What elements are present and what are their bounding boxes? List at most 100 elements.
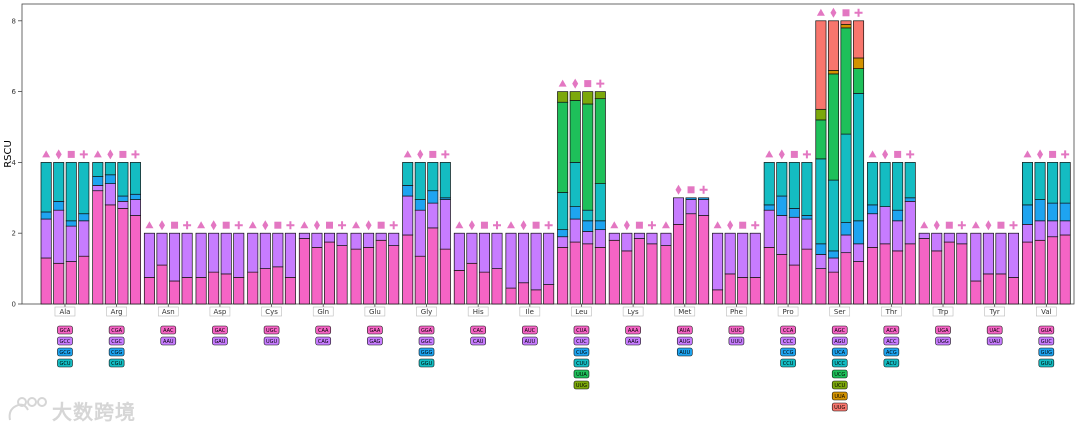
bar-segment-asn-aau xyxy=(143,232,155,278)
codon-label: UGC xyxy=(266,328,278,334)
bar-segment-leu-cua xyxy=(594,247,606,305)
codon-chip xyxy=(573,358,590,368)
bar-segment-glu-gag xyxy=(388,232,400,246)
bar-segment-phe-uuu xyxy=(737,232,749,278)
bar-segment-val-gua xyxy=(1047,236,1059,305)
bar-segment-ala-gcg xyxy=(78,213,90,222)
sample-marker-diamond xyxy=(778,149,785,160)
sample-marker-triangle xyxy=(42,150,51,158)
sample-marker-square xyxy=(894,150,902,158)
codon-label: GUU xyxy=(1041,361,1053,367)
x-category-box xyxy=(1036,306,1057,317)
bar-segment-asp-gau xyxy=(233,232,245,278)
bar-segment-pro-ccc xyxy=(788,216,800,266)
codon-chip xyxy=(883,336,900,346)
bar-segment-val-gug xyxy=(1021,204,1033,225)
bar-segment-cys-ugu xyxy=(272,232,284,268)
bar-segment-ala-gcc xyxy=(53,209,65,264)
bar-segment-trp-uga xyxy=(943,241,955,305)
codon-label: UUC xyxy=(731,328,742,334)
codon-chip xyxy=(883,347,900,357)
codon-label: AUG xyxy=(679,339,690,345)
bar-segment-trp-ugg xyxy=(956,232,968,245)
codon-chip xyxy=(780,336,796,346)
bar-segment-pro-ccu xyxy=(801,162,813,216)
codon-chip xyxy=(212,336,228,346)
codon-chip xyxy=(676,336,693,346)
codon-chip xyxy=(470,336,486,346)
codon-chip xyxy=(625,336,641,346)
bar-segment-ser-uca xyxy=(840,222,852,236)
codon-label: CCC xyxy=(783,339,794,345)
x-category-box xyxy=(106,306,127,317)
bar-segment-pro-ccu xyxy=(763,162,775,206)
bar-segment-tyr-uau xyxy=(1007,232,1019,278)
x-category-box xyxy=(209,306,231,317)
codon-chip xyxy=(986,336,1003,346)
bar-segment-ser-ucu xyxy=(815,108,827,121)
sample-marker-triangle xyxy=(558,79,567,87)
bar-segment-ser-uug xyxy=(815,20,827,110)
codon-label: AGC xyxy=(834,328,845,334)
codon-label: CUC xyxy=(576,339,587,345)
bar-segment-glu-gag xyxy=(375,232,387,241)
codon-chip xyxy=(573,325,590,335)
bar-segment-asn-aau xyxy=(169,232,181,282)
bar-segment-his-cau xyxy=(453,232,465,271)
x-category-box xyxy=(932,306,954,317)
bar-segment-lys-aaa xyxy=(646,243,658,305)
x-category-label: Thr xyxy=(885,308,898,316)
x-category-label: Ile xyxy=(526,308,534,316)
codon-label: UUG xyxy=(576,383,587,389)
bar-segment-arg-cgc xyxy=(92,185,104,192)
bar-segment-trp-ugg xyxy=(943,232,955,243)
x-category-box xyxy=(726,306,747,317)
bar-segment-leu-cuu xyxy=(557,192,569,231)
codon-chip xyxy=(573,380,590,390)
codon-chip xyxy=(160,336,177,346)
x-axis: Ala Arg Asn Asp Cys Gln Glu Gly His Ile Leu Lys Met P… xyxy=(54,304,1057,317)
bar-segment-gly-gga xyxy=(427,227,439,305)
bar-segment-asn-aau xyxy=(156,232,168,266)
bar-segment-met-aua xyxy=(672,224,684,305)
bar-segment-cys-ugc xyxy=(272,266,284,305)
sample-marker-diamond xyxy=(985,220,992,231)
bar-segment-leu-cuc xyxy=(594,229,606,248)
bar-segment-val-guc xyxy=(1059,220,1071,236)
sample-marker-triangle xyxy=(300,221,309,229)
codon-chip xyxy=(831,391,848,401)
bar-segment-trp-uga xyxy=(956,243,968,305)
x-category-label: Asp xyxy=(213,308,226,316)
bar-segment-ile-auu xyxy=(543,232,555,285)
bar-segment-thr-acu xyxy=(892,162,904,211)
sample-marker-triangle xyxy=(352,221,361,229)
codon-chip xyxy=(883,325,900,335)
bar-segment-arg-cgu xyxy=(104,162,116,176)
bar-segment-val-guu xyxy=(1047,162,1059,204)
codon-chip xyxy=(831,347,848,357)
codon-label: UUU xyxy=(731,339,742,345)
bar-segment-phe-uuu xyxy=(712,232,724,291)
bar-segment-gly-gga xyxy=(414,255,426,305)
x-category-box xyxy=(364,306,386,317)
bar-segment-gly-gga xyxy=(439,248,451,305)
codon-chip xyxy=(1038,336,1055,346)
x-category-box xyxy=(312,306,334,317)
bar-segment-asn-aac xyxy=(156,264,168,305)
bar-segment-gly-ggg xyxy=(402,185,414,197)
sample-marker-square xyxy=(67,150,75,158)
sample-marker-diamond xyxy=(468,220,475,231)
bar-segment-arg-cga xyxy=(129,215,141,305)
bar-segment-leu-uug xyxy=(557,91,569,103)
bar-segment-pro-ccc xyxy=(776,215,788,255)
codon-label: GAG xyxy=(369,339,380,345)
bar-segment-trp-ugg xyxy=(918,232,930,239)
x-category-label: Leu xyxy=(575,308,588,316)
bar-segment-ser-ucc xyxy=(815,158,827,245)
bar-segment-pro-cca xyxy=(776,254,788,305)
sample-marker-plus xyxy=(183,221,192,230)
codon-label: AAC xyxy=(163,328,174,334)
watermark: 大数跨境 xyxy=(8,397,135,424)
bar-segment-tyr-uac xyxy=(982,273,994,305)
